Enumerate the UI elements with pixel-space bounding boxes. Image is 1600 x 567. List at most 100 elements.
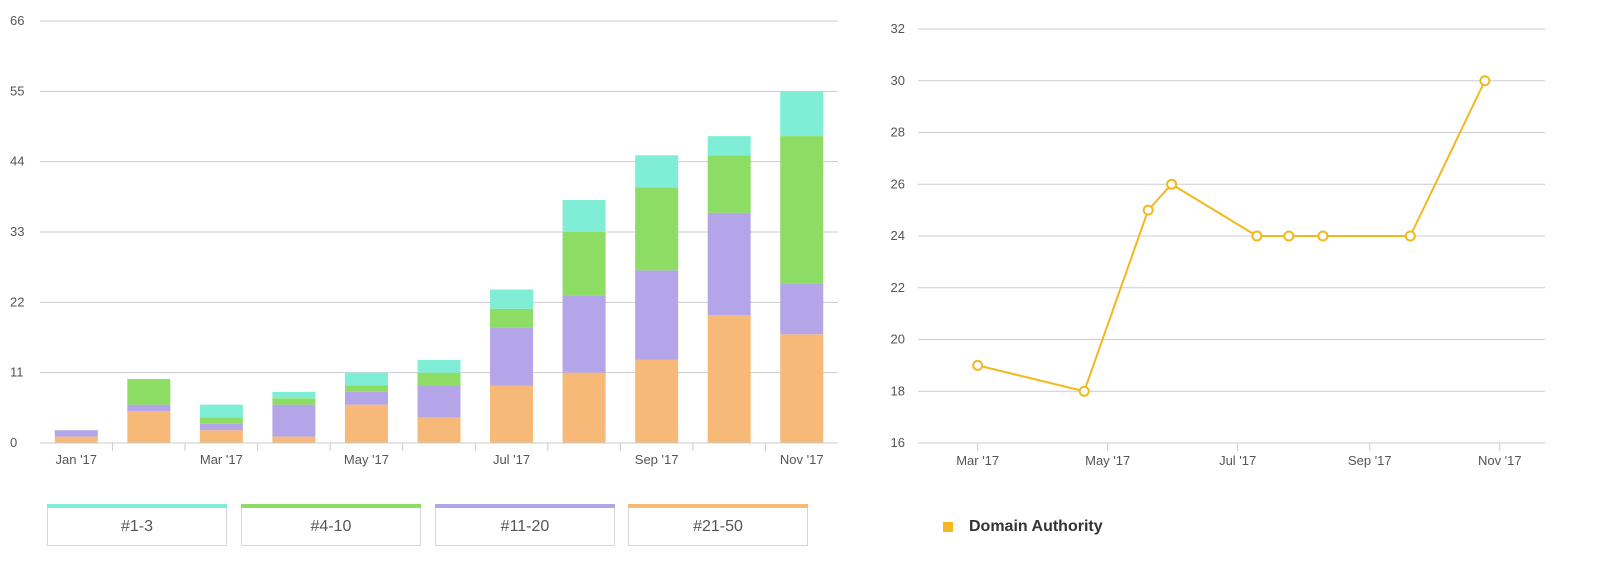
data-point[interactable] <box>1283 230 1295 242</box>
data-point[interactable] <box>1166 178 1178 190</box>
bar-segment[interactable] <box>780 334 824 443</box>
y-tick-label: 30 <box>891 73 905 88</box>
data-point[interactable] <box>1479 75 1491 87</box>
bar-segment[interactable] <box>707 155 751 213</box>
y-tick-label: 16 <box>891 435 905 450</box>
legend-swatch-icon <box>943 522 953 532</box>
bar-segment[interactable] <box>490 327 534 386</box>
bar-segment[interactable] <box>344 385 388 392</box>
line-chart-x-axis <box>918 442 1545 451</box>
y-tick-label: 26 <box>891 176 905 191</box>
data-point[interactable] <box>1142 204 1154 216</box>
bar-segment[interactable] <box>417 385 461 418</box>
bar-segment[interactable] <box>344 372 388 386</box>
data-point[interactable] <box>1078 385 1090 397</box>
line-chart-gridlines <box>918 28 1545 392</box>
y-tick-label: 22 <box>10 294 24 309</box>
bar-chart: 0 11 22 33 44 55 66 Jan '17 Mar '17 May '17 Jul '… <box>10 13 838 467</box>
line-chart-series <box>972 75 1491 397</box>
bar-segment[interactable] <box>490 308 534 328</box>
legend-item-rank-11-20[interactable]: #11-20 <box>435 504 615 546</box>
bar-segment[interactable] <box>780 136 824 284</box>
legend-label: #11-20 <box>500 517 550 535</box>
bar-segment[interactable] <box>780 283 824 335</box>
bar-segment[interactable] <box>490 385 534 443</box>
y-tick-label: 28 <box>891 125 905 140</box>
bar-segment[interactable] <box>417 417 461 443</box>
y-tick-label: 33 <box>10 224 24 239</box>
bar-segment[interactable] <box>54 430 98 437</box>
y-tick-label: 20 <box>891 332 905 347</box>
x-tick-label: Sep '17 <box>1348 453 1392 468</box>
bar-segment[interactable] <box>707 136 751 156</box>
x-tick-label: Jan '17 <box>56 452 98 467</box>
bar-segment[interactable] <box>344 404 388 443</box>
bar-segment[interactable] <box>199 417 243 424</box>
bar-chart-y-tick-labels: 0 11 22 33 44 55 66 <box>10 13 24 450</box>
y-tick-label: 44 <box>10 154 24 169</box>
legend-item-rank-21-50[interactable]: #21-50 <box>628 504 808 546</box>
x-tick-label: Jul '17 <box>1219 453 1256 468</box>
data-point[interactable] <box>972 359 984 371</box>
legend-item-rank-4-10[interactable]: #4-10 <box>241 504 421 546</box>
bar-segment[interactable] <box>635 270 679 360</box>
bar-segment[interactable] <box>707 212 751 316</box>
y-tick-label: 0 <box>10 435 17 450</box>
x-tick-label: Mar '17 <box>200 452 243 467</box>
bar-chart-x-axis <box>40 442 838 451</box>
bar-segment[interactable] <box>127 411 171 443</box>
y-tick-label: 11 <box>10 365 24 380</box>
bar-segment[interactable] <box>344 391 388 405</box>
legend-color-bar <box>628 504 808 508</box>
bar-segment[interactable] <box>272 404 316 437</box>
bar-segment[interactable] <box>127 379 171 405</box>
data-point[interactable] <box>1404 230 1416 242</box>
line-chart-y-tick-labels: 16 18 20 22 24 26 28 30 32 <box>891 21 905 450</box>
legend-item-rank-1-3[interactable]: #1-3 <box>47 504 227 546</box>
bar-segment[interactable] <box>272 436 316 443</box>
bar-chart-bars <box>54 91 824 443</box>
x-tick-label: May '17 <box>1085 453 1130 468</box>
series-line <box>977 80 1486 393</box>
x-tick-label: Nov '17 <box>780 452 824 467</box>
y-tick-label: 32 <box>891 21 905 36</box>
legend-label: #4-10 <box>310 517 352 535</box>
bar-segment[interactable] <box>417 359 461 373</box>
x-tick-label: Nov '17 <box>1478 453 1522 468</box>
x-tick-label: Mar '17 <box>956 453 999 468</box>
bar-segment[interactable] <box>54 436 98 443</box>
x-tick-label: Jul '17 <box>493 452 530 467</box>
data-point[interactable] <box>1317 230 1329 242</box>
y-tick-label: 18 <box>891 383 905 398</box>
y-tick-label: 66 <box>10 13 24 28</box>
legend-label: #1-3 <box>120 517 154 535</box>
bar-segment[interactable] <box>127 404 171 412</box>
bar-segment[interactable] <box>199 423 243 431</box>
bar-segment[interactable] <box>562 200 606 232</box>
bar-segment[interactable] <box>707 315 751 443</box>
bar-chart-x-tick-labels: Jan '17 Mar '17 May '17 Jul '17 Sep '17 Nov '… <box>56 452 824 467</box>
data-point[interactable] <box>1251 230 1263 242</box>
x-tick-label: May '17 <box>344 452 389 467</box>
line-chart-legend-item[interactable]: Domain Authority <box>943 518 1103 536</box>
legend-color-bar <box>435 504 615 508</box>
bar-segment[interactable] <box>417 372 461 386</box>
line-chart-x-tick-labels: Mar '17 May '17 Jul '17 Sep '17 Nov '17 <box>956 453 1521 468</box>
bar-segment[interactable] <box>780 91 824 137</box>
bar-segment[interactable] <box>562 372 606 443</box>
bar-segment[interactable] <box>199 404 243 418</box>
bar-segment[interactable] <box>635 359 679 443</box>
bar-chart-gridlines <box>40 20 838 374</box>
bar-segment[interactable] <box>635 155 679 188</box>
bar-segment[interactable] <box>562 232 606 296</box>
legend-color-bar <box>241 504 421 508</box>
legend-label: #21-50 <box>693 517 743 535</box>
y-tick-label: 22 <box>891 280 905 295</box>
bar-segment[interactable] <box>272 391 316 399</box>
bar-segment[interactable] <box>272 398 316 405</box>
bar-segment[interactable] <box>635 187 679 271</box>
y-tick-label: 55 <box>10 83 24 98</box>
bar-segment[interactable] <box>199 430 243 443</box>
bar-segment[interactable] <box>490 289 534 309</box>
bar-segment[interactable] <box>562 295 606 373</box>
